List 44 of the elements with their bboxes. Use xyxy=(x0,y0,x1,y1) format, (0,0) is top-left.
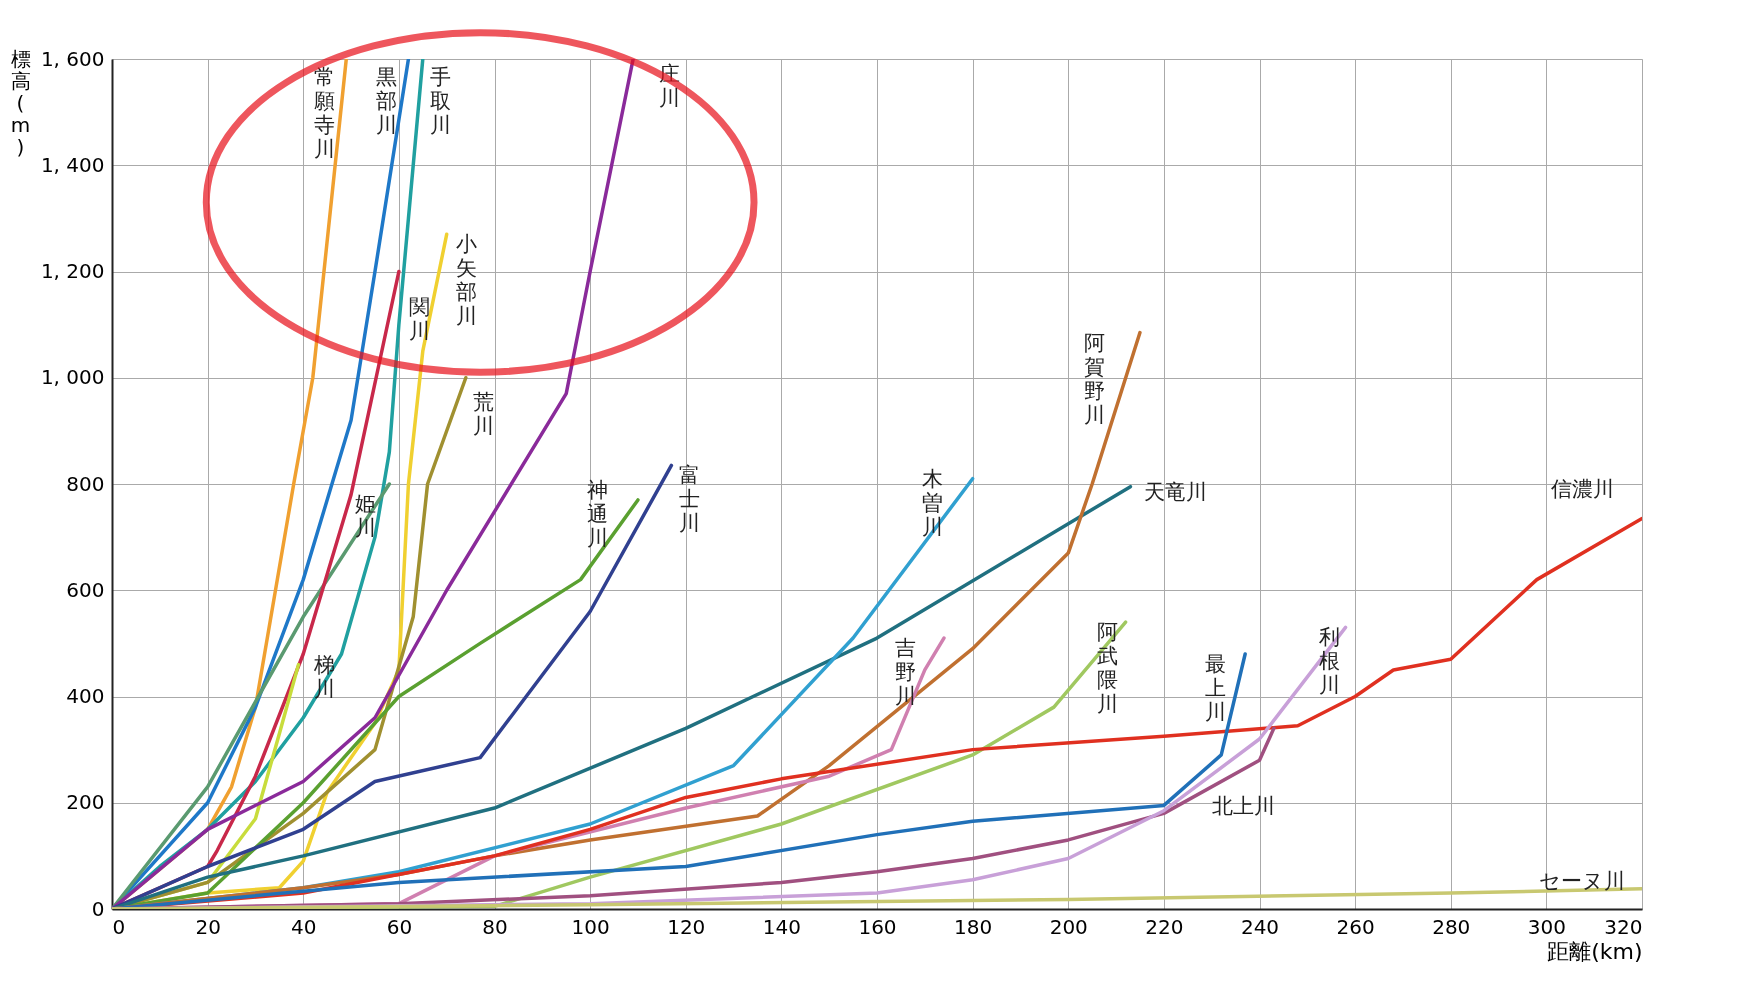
series-label: 阿賀野川 xyxy=(1084,330,1106,427)
x-tick-label: 200 xyxy=(1049,914,1088,939)
series-label: 小矢部川 xyxy=(456,232,478,329)
series-label: 神通川 xyxy=(587,477,609,550)
y-tick-label: 0 xyxy=(91,896,105,921)
y-axis-title: 標高(m) xyxy=(10,46,31,159)
series-label: 吉野川 xyxy=(895,636,917,709)
y-tick-label: 800 xyxy=(66,471,105,496)
x-tick-label: 0 xyxy=(112,914,126,939)
x-tick-label: 240 xyxy=(1240,914,1280,939)
series-label: 北上川 xyxy=(1212,794,1276,819)
y-tick-label: 1, 400 xyxy=(40,152,105,177)
series-label: 富士川 xyxy=(678,463,700,536)
x-axis-title: 距離(km) xyxy=(1547,938,1643,964)
x-tick-label: 320 xyxy=(1604,914,1643,939)
x-tick-label: 220 xyxy=(1145,914,1184,939)
y-tick-label: 200 xyxy=(66,790,105,815)
series-label: 天竜川 xyxy=(1143,479,1207,504)
x-tick-label: 160 xyxy=(858,914,897,939)
x-tick-label: 20 xyxy=(195,914,221,939)
x-tick-label: 280 xyxy=(1432,914,1471,939)
series-label: 黒部川 xyxy=(375,65,397,137)
series-label: 利根川 xyxy=(1319,625,1341,698)
x-tick-label: 60 xyxy=(386,914,413,939)
series-label: 手取川 xyxy=(430,65,452,137)
series-label: 最上川 xyxy=(1204,652,1226,724)
x-tick-label: 140 xyxy=(762,914,801,939)
x-tick-label: 120 xyxy=(667,914,706,939)
y-tick-label: 1, 000 xyxy=(40,365,105,390)
x-tick-label: 100 xyxy=(571,914,610,939)
series-label: 阿武隈川 xyxy=(1097,620,1119,717)
x-tick-label: 80 xyxy=(482,914,508,939)
x-tick-label: 40 xyxy=(291,914,317,939)
series-label: セーヌ川 xyxy=(1539,868,1625,893)
y-tick-label: 600 xyxy=(66,577,105,602)
x-tick-label: 180 xyxy=(954,914,993,939)
x-tick-label: 300 xyxy=(1527,914,1566,939)
x-tick-label: 260 xyxy=(1336,914,1375,939)
series-label: 信濃川 xyxy=(1550,476,1614,501)
y-tick-label: 1, 600 xyxy=(40,46,105,71)
series-label: 常願寺川 xyxy=(313,65,335,161)
y-tick-label: 400 xyxy=(66,684,105,708)
y-tick-label: 1, 200 xyxy=(40,259,105,283)
series-label: 荒川 xyxy=(473,389,495,438)
